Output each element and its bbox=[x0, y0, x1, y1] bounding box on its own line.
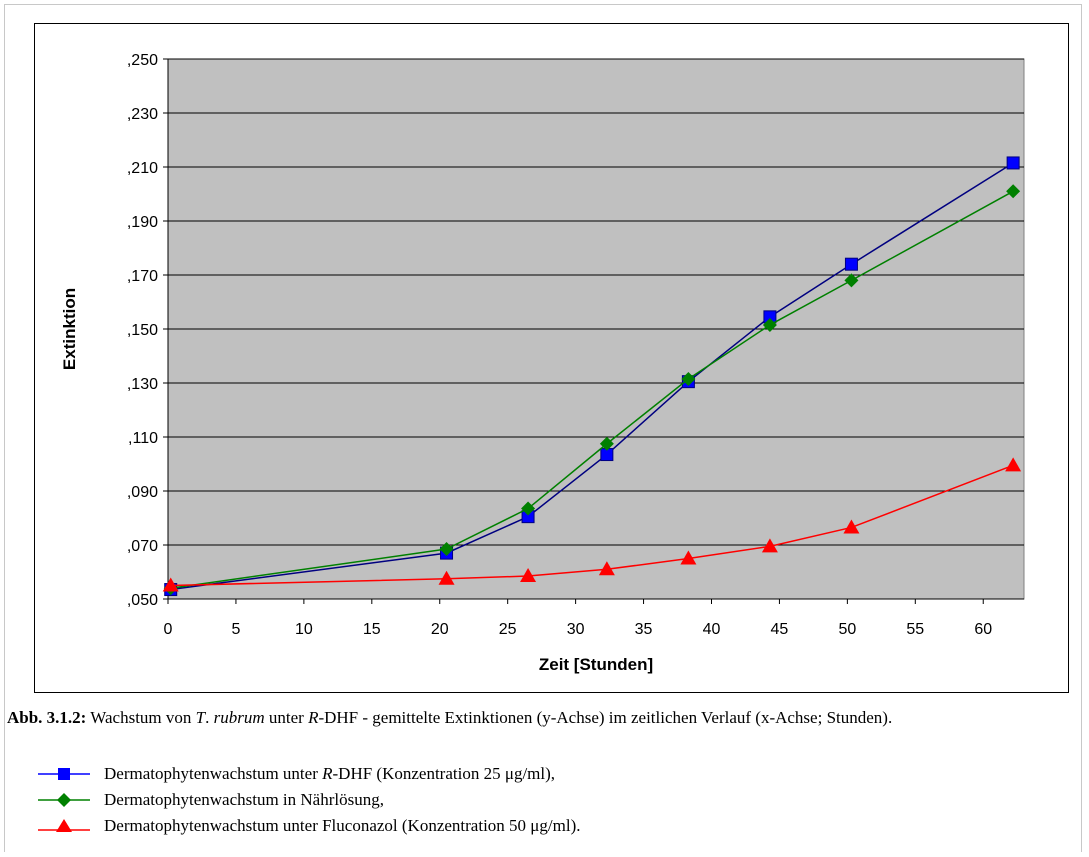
data-point-fluconazol bbox=[843, 519, 860, 534]
y-tick-label: ,090 bbox=[127, 484, 158, 501]
y-tick-label: ,230 bbox=[127, 106, 158, 123]
figure-caption: Abb. 3.1.2: Wachstum von T. rubrum unter… bbox=[7, 706, 1067, 729]
series-line-rdhf bbox=[170, 162, 1014, 591]
data-point-fluconazol bbox=[680, 550, 697, 565]
x-tick-label: 25 bbox=[499, 621, 517, 638]
legend-label: Dermatophytenwachstum unter Fluconazol (… bbox=[104, 816, 581, 836]
x-tick-label: 15 bbox=[363, 621, 381, 638]
legend-marker-square-icon bbox=[38, 768, 90, 780]
legend-label: Dermatophytenwachstum in Nährlösung, bbox=[104, 790, 384, 810]
x-tick-label: 45 bbox=[771, 621, 789, 638]
x-tick-label: 20 bbox=[431, 621, 449, 638]
legend-item: Dermatophytenwachstum unter Fluconazol (… bbox=[38, 813, 581, 839]
legend-item: Dermatophytenwachstum unter R-DHF (Konze… bbox=[38, 761, 581, 787]
y-tick-label: ,050 bbox=[127, 592, 158, 609]
data-point-naehrloesung bbox=[681, 371, 696, 386]
x-tick-label: 50 bbox=[838, 621, 856, 638]
x-tick-label: 40 bbox=[703, 621, 721, 638]
data-point-naehrloesung bbox=[1006, 184, 1021, 199]
x-tick-label: 5 bbox=[231, 621, 240, 638]
x-tick-label: 30 bbox=[567, 621, 585, 638]
caption-text-2: . bbox=[205, 708, 214, 727]
y-tick-label: ,070 bbox=[127, 538, 158, 555]
caption-text-4: -DHF - gemittelte Extinktionen (y-Achse)… bbox=[318, 708, 893, 727]
legend-text: Dermatophytenwachstum unter bbox=[104, 764, 323, 783]
x-tick-label: 10 bbox=[295, 621, 313, 638]
data-point-rdhf bbox=[1006, 156, 1020, 170]
data-point-fluconazol bbox=[438, 570, 455, 585]
data-point-fluconazol bbox=[520, 568, 537, 583]
legend-text: Dermatophytenwachstum unter Fluconazol (… bbox=[104, 816, 581, 835]
x-axis-title: Zeit [Stunden] bbox=[539, 655, 653, 674]
legend-marker-triangle-icon bbox=[38, 819, 90, 832]
data-point-naehrloesung bbox=[844, 273, 859, 288]
y-tick-label: ,250 bbox=[127, 52, 158, 69]
caption-r-prefix: R bbox=[308, 708, 319, 727]
data-point-naehrloesung bbox=[599, 436, 614, 451]
y-tick-label: ,130 bbox=[127, 376, 158, 393]
data-point-fluconazol bbox=[162, 577, 179, 592]
series-line-naehrloesung bbox=[170, 190, 1014, 589]
data-point-rdhf bbox=[844, 257, 858, 271]
legend-label: Dermatophytenwachstum unter R-DHF (Konze… bbox=[104, 764, 555, 784]
legend-text: Dermatophytenwachstum in Nährlösung, bbox=[104, 790, 384, 809]
y-tick-label: ,150 bbox=[127, 322, 158, 339]
data-point-naehrloesung bbox=[521, 501, 536, 516]
caption-species: rubrum bbox=[213, 708, 265, 727]
y-tick-label: ,210 bbox=[127, 160, 158, 177]
y-tick-label: ,110 bbox=[128, 430, 158, 447]
legend-text-italic: R bbox=[322, 764, 333, 783]
y-tick-label: ,190 bbox=[127, 214, 158, 231]
x-tick-label: 60 bbox=[974, 621, 992, 638]
data-point-fluconazol bbox=[1005, 457, 1022, 472]
page-frame bbox=[4, 4, 1082, 852]
y-tick-label: ,170 bbox=[127, 268, 158, 285]
x-tick-label: 35 bbox=[635, 621, 653, 638]
legend-text: -DHF (Konzentration 25 μg/ml), bbox=[332, 764, 556, 783]
x-tick-label: 0 bbox=[164, 621, 173, 638]
line-chart: ,050 ,070 ,090 ,110 ,130 ,150 ,170 ,190 ,210 ,230… bbox=[60, 52, 1025, 674]
legend: Dermatophytenwachstum unter R-DHF (Konze… bbox=[38, 761, 581, 839]
caption-genus: T bbox=[195, 708, 206, 727]
series-line-fluconazol bbox=[170, 464, 1014, 587]
data-point-fluconazol bbox=[598, 561, 615, 576]
legend-item: Dermatophytenwachstum in Nährlösung, bbox=[38, 787, 581, 813]
caption-text-1: Wachstum von bbox=[86, 708, 196, 727]
data-point-naehrloesung bbox=[439, 542, 454, 557]
x-tick-label: 55 bbox=[906, 621, 924, 638]
data-point-naehrloesung bbox=[762, 317, 777, 332]
legend-marker-diamond-icon bbox=[38, 793, 90, 807]
data-point-fluconazol bbox=[761, 538, 778, 553]
y-axis-title: Extinktion bbox=[60, 288, 79, 370]
caption-text-3: unter bbox=[264, 708, 309, 727]
caption-label: Abb. 3.1.2: bbox=[7, 708, 87, 727]
